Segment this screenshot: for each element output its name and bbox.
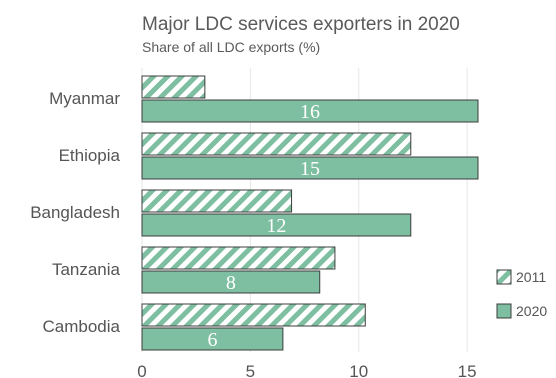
chart-title: Major LDC services exporters in 2020 (142, 14, 460, 35)
bar-2020-tanzania (141, 270, 321, 294)
category-label-tanzania: Tanzania (52, 260, 121, 279)
x-tick-label-10: 10 (349, 362, 368, 378)
bar-2011-myanmar (141, 75, 206, 99)
legend-label-2011: 2011 (516, 269, 546, 285)
category-label-bangladesh: Bangladesh (30, 203, 120, 222)
category-label-myanmar: Myanmar (49, 89, 120, 108)
data-label-2020-cambodia: 6 (207, 329, 217, 351)
bar-2011-ethiopia (141, 132, 412, 156)
legend: 2011 2020 (496, 269, 547, 319)
category-labels: Myanmar Ethiopia Bangladesh Tanzania Cambodi… (30, 89, 120, 336)
bar-2020-bangladesh (141, 213, 412, 237)
chart-subtitle: Share of all LDC exports (%) (142, 39, 320, 55)
bars: 16 15 12 8 6 (141, 75, 479, 351)
legend-swatch-2020 (496, 303, 512, 319)
data-label-2020-tanzania: 8 (226, 272, 236, 294)
x-tick-label-15: 15 (458, 362, 477, 378)
legend-swatch-2011 (496, 269, 512, 285)
bar-2020-ethiopia (141, 156, 479, 180)
data-label-2020-ethiopia: 15 (300, 158, 320, 180)
x-tick-label-5: 5 (246, 362, 255, 378)
bar-2011-cambodia (141, 303, 366, 327)
x-tick-label-0: 0 (137, 362, 146, 378)
bar-2020-myanmar (141, 99, 479, 123)
data-label-2020-bangladesh: 12 (266, 215, 286, 237)
category-label-ethiopia: Ethiopia (59, 146, 121, 165)
bar-2011-tanzania (141, 246, 336, 270)
category-label-cambodia: Cambodia (43, 317, 121, 336)
bar-2011-bangladesh (141, 189, 293, 213)
x-axis-tick-labels: 0 5 10 15 (137, 362, 476, 378)
legend-label-2020: 2020 (516, 303, 547, 319)
bar-2020-cambodia (141, 327, 284, 351)
data-label-2020-myanmar: 16 (300, 101, 320, 123)
